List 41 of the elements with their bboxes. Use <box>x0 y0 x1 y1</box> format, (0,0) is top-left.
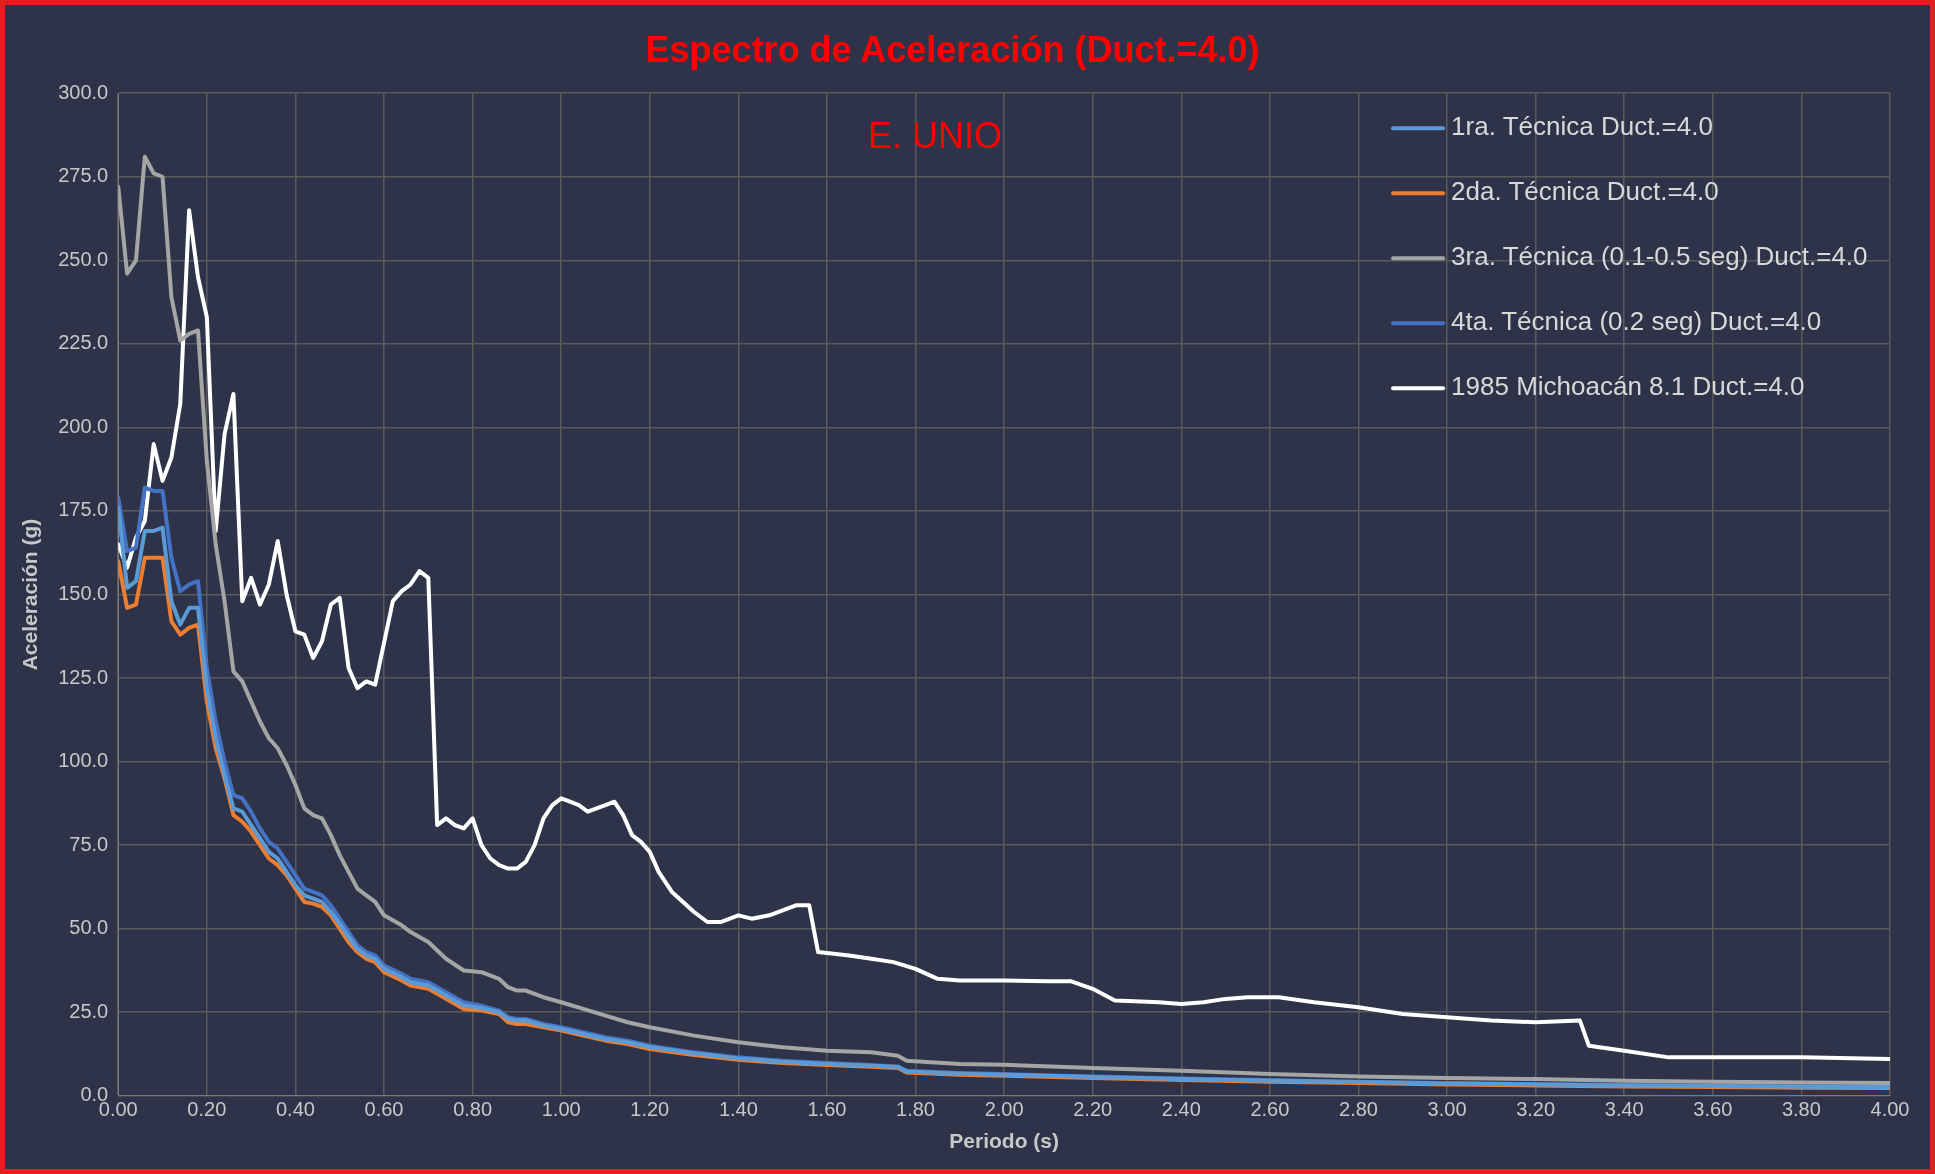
y-tick-label: 150.0 <box>58 582 109 605</box>
x-tick-label: 3.80 <box>1781 1098 1821 1121</box>
x-tick-label: 3.40 <box>1604 1098 1644 1121</box>
y-tick-label: 275.0 <box>58 164 109 187</box>
x-tick-label: 2.80 <box>1339 1098 1378 1121</box>
x-tick-label: 1.80 <box>896 1098 936 1121</box>
x-tick-label: 0.40 <box>275 1098 315 1121</box>
y-axis-title: Aceleración (g) <box>18 518 42 671</box>
x-tick-label: 1.00 <box>541 1098 581 1121</box>
x-tick-label: 0.20 <box>187 1098 227 1121</box>
y-tick-label: 75.0 <box>69 832 109 855</box>
x-tick-label: 2.00 <box>984 1098 1024 1121</box>
legend-label: 3ra. Técnica (0.1-0.5 seg) Duct.=4.0 <box>1451 241 1868 272</box>
legend-label: 1ra. Técnica Duct.=4.0 <box>1451 111 1713 142</box>
legend-label: 4ta. Técnica (0.2 seg) Duct.=4.0 <box>1451 306 1822 337</box>
x-tick-label: 4.00 <box>1870 1098 1910 1121</box>
annotation: E. UNIO <box>868 115 1003 157</box>
x-tick-label: 2.40 <box>1161 1098 1201 1121</box>
x-tick-label: 2.20 <box>1073 1098 1113 1121</box>
x-tick-label: 1.20 <box>630 1098 670 1121</box>
x-tick-label: 1.40 <box>718 1098 758 1121</box>
x-axis-title: Periodo (s) <box>949 1129 1059 1153</box>
y-tick-label: 25.0 <box>69 999 109 1022</box>
y-tick-label: 250.0 <box>58 247 109 270</box>
x-tick-label: 0.80 <box>453 1098 493 1121</box>
x-tick-label: 3.60 <box>1693 1098 1733 1121</box>
x-tick-label: 2.60 <box>1250 1098 1290 1121</box>
x-tick-label: 1.60 <box>807 1098 847 1121</box>
legend-label: 2da. Técnica Duct.=4.0 <box>1451 176 1719 207</box>
x-tick-label: 3.00 <box>1427 1098 1467 1121</box>
y-tick-label: 225.0 <box>58 331 109 354</box>
y-tick-label: 175.0 <box>58 498 109 521</box>
x-tick-label: 3.20 <box>1516 1098 1556 1121</box>
legend-label: 1985 Michoacán 8.1 Duct.=4.0 <box>1451 371 1805 402</box>
x-tick-label: 0.60 <box>364 1098 404 1121</box>
y-tick-label: 125.0 <box>58 665 109 688</box>
y-tick-label: 300.0 <box>58 80 109 103</box>
chart-title: Espectro de Aceleración (Duct.=4.0) <box>645 28 1260 70</box>
y-tick-label: 100.0 <box>58 749 109 772</box>
y-tick-label: 200.0 <box>58 414 109 437</box>
y-tick-label: 50.0 <box>69 916 109 939</box>
